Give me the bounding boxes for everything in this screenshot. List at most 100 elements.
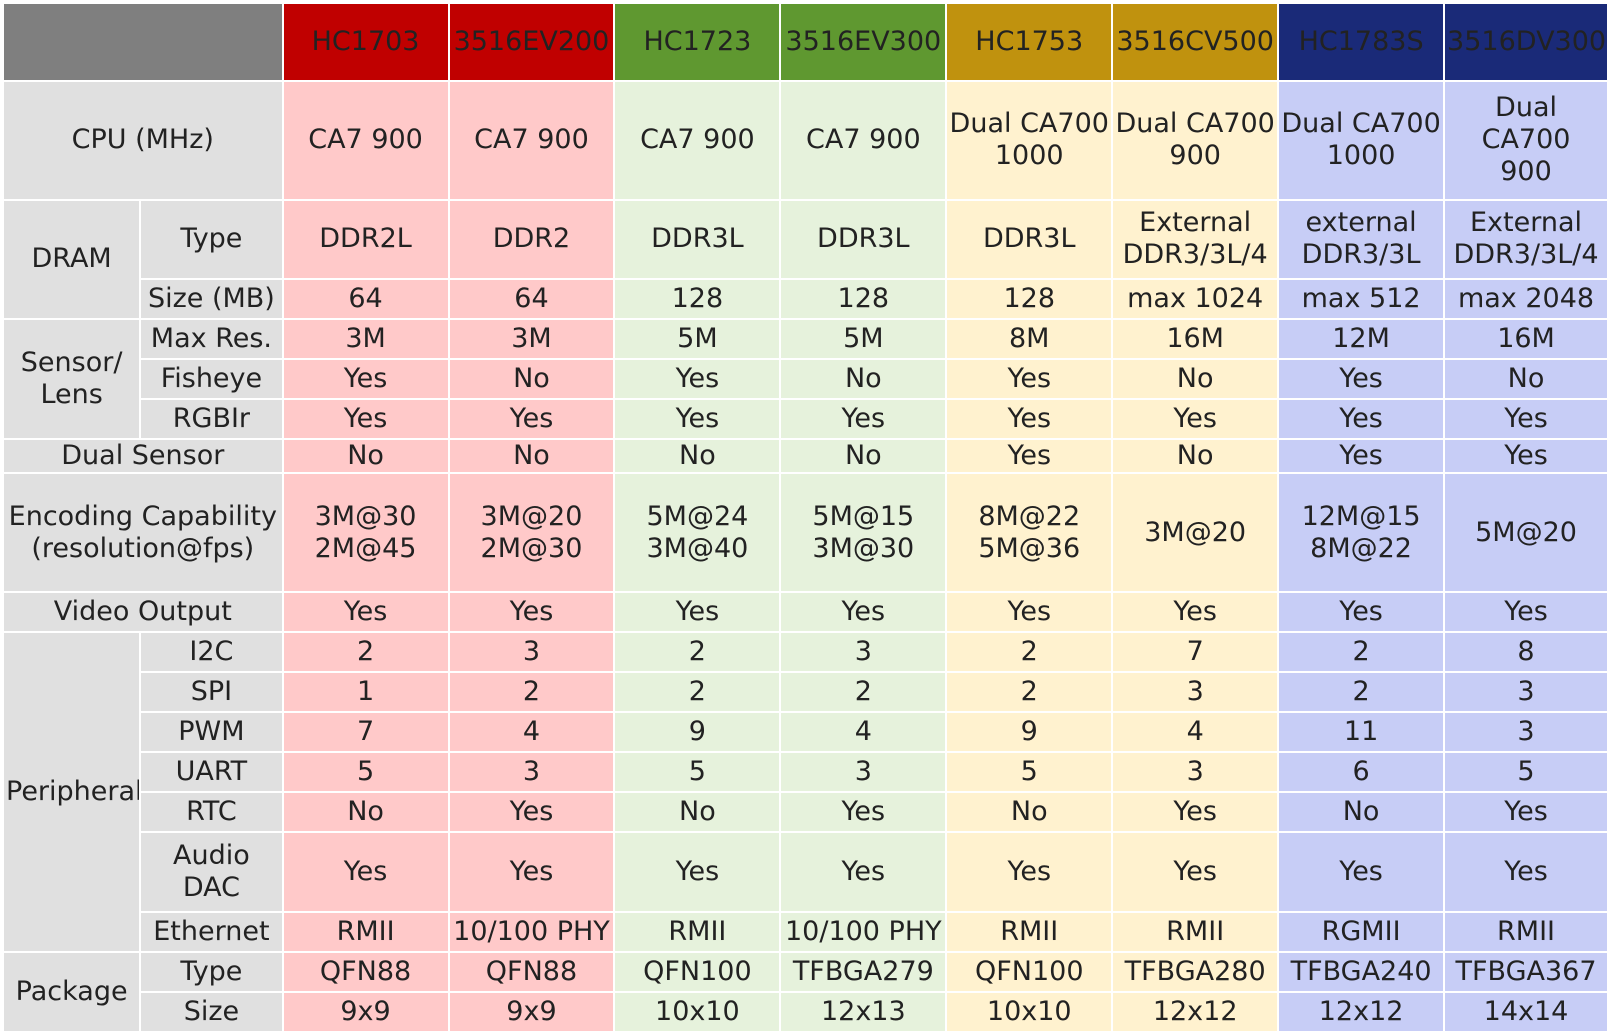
table-row: RGBIr Yes Yes Yes Yes Yes Yes Yes Yes: [3, 397, 1609, 440]
spec-cell: DDR2: [447, 198, 616, 280]
spec-cell: 6: [1277, 751, 1446, 794]
spec-cell: 2: [945, 631, 1114, 674]
spec-cell: 5: [613, 751, 782, 794]
table-row: UART 5 3 5 3 5 3 6 5: [3, 751, 1609, 794]
row-sub-label: Type: [139, 198, 284, 280]
spec-cell: No: [945, 791, 1114, 834]
spec-cell: Yes: [1277, 357, 1446, 400]
spec-cell: 11: [1277, 711, 1446, 754]
spec-cell: 12M: [1277, 317, 1446, 360]
column-header: 3516EV300: [779, 2, 948, 82]
spec-cell: TFBGA240: [1277, 950, 1446, 993]
spec-cell: No: [281, 437, 450, 475]
spec-cell: Yes: [1443, 831, 1609, 913]
table-row: Audio DAC Yes Yes Yes Yes Yes Yes Yes Yes: [3, 831, 1609, 913]
row-sub-label: Size: [139, 990, 284, 1034]
spec-cell: 2: [1277, 631, 1446, 674]
spec-cell: 3: [779, 631, 948, 674]
spec-cell: 5: [1443, 751, 1609, 794]
spec-cell: 1: [281, 671, 450, 714]
spec-cell: Yes: [1443, 437, 1609, 475]
spec-cell: 2: [447, 671, 616, 714]
row-sub-label: PWM: [139, 711, 284, 754]
spec-cell: RMII: [1443, 910, 1609, 953]
spec-cell: Yes: [447, 397, 616, 440]
spec-cell: 3: [1443, 711, 1609, 754]
column-header: HC1783S: [1277, 2, 1446, 82]
row-group-label: Sensor/ Lens: [1, 317, 142, 440]
table-row: RTC No Yes No Yes No Yes No Yes: [3, 791, 1609, 834]
column-header: HC1723: [613, 2, 782, 82]
spec-cell: Yes: [779, 397, 948, 440]
row-group-label: Video Output: [2, 591, 284, 634]
column-header: 3516CV500: [1111, 2, 1280, 82]
spec-cell: 5: [281, 751, 450, 794]
spec-cell: Yes: [447, 591, 616, 634]
spec-cell: Yes: [1277, 437, 1446, 475]
spec-cell: Yes: [447, 831, 616, 913]
spec-cell: Yes: [1443, 791, 1609, 834]
spec-cell: No: [779, 357, 948, 400]
spec-cell: 12x12: [1111, 990, 1280, 1034]
spec-cell: 5M: [779, 317, 948, 360]
spec-cell: Yes: [1277, 831, 1446, 913]
spec-cell: Yes: [779, 791, 948, 834]
spec-cell: Dual CA700 900: [1443, 80, 1609, 201]
table-row: PWM 7 4 9 4 9 4 11 3: [3, 711, 1609, 754]
spec-cell: No: [1111, 357, 1280, 400]
spec-cell: 5M: [613, 317, 782, 360]
table-row: CPU (MHz) CA7 900 CA7 900 CA7 900 CA7 900 Dua…: [2, 80, 1609, 201]
row-sub-label: UART: [139, 751, 284, 794]
spec-cell: RGMII: [1277, 910, 1446, 953]
spec-cell: Yes: [281, 591, 450, 634]
spec-cell: 12x13: [779, 990, 948, 1034]
spec-cell: 128: [779, 277, 948, 320]
spec-cell: 3M@20 2M@30: [447, 472, 616, 594]
spec-cell: RMII: [613, 910, 782, 953]
spec-cell: External DDR3/3L/4: [1111, 198, 1280, 280]
spec-cell: Dual CA700 900: [1111, 80, 1280, 201]
table-row: Package Type QFN88 QFN88 QFN100 TFBGA279 QFN10…: [1, 950, 1609, 1034]
spec-cell: 12M@15 8M@22: [1277, 472, 1446, 594]
spec-cell: 3: [1111, 751, 1280, 794]
row-group-label: DRAM: [1, 198, 142, 320]
column-header: HC1753: [945, 2, 1114, 82]
spec-cell: 9x9: [281, 990, 450, 1034]
spec-cell: 2: [779, 671, 948, 714]
spec-cell: Yes: [779, 831, 948, 913]
spec-cell: 3M: [447, 317, 616, 360]
row-sub-label: Max Res.: [139, 317, 284, 360]
row-sub-label: Ethernet: [139, 910, 284, 953]
spec-cell: 2: [613, 631, 782, 674]
table-row: Sensor/ Lens Max Res. 3M 3M 5M 5M 8M 16M 12M 16M: [1, 317, 1609, 440]
row-group-label: Peripheral: [1, 631, 142, 953]
spec-cell: 8M: [945, 317, 1114, 360]
spec-cell: QFN88: [447, 950, 616, 993]
spec-cell: max 2048: [1443, 277, 1609, 320]
spec-cell: CA7 900: [779, 80, 948, 201]
spec-cell: 5M@15 3M@30: [779, 472, 948, 594]
spec-cell: Yes: [447, 791, 616, 834]
spec-cell: 8: [1443, 631, 1609, 674]
row-group-label: Encoding Capability (resolution@fps): [2, 472, 284, 594]
spec-cell: Yes: [281, 357, 450, 400]
spec-cell: 16M: [1111, 317, 1280, 360]
spec-cell: 2: [945, 671, 1114, 714]
spec-cell: 2: [1277, 671, 1446, 714]
spec-cell: No: [281, 791, 450, 834]
row-sub-label: Size (MB): [139, 277, 284, 320]
spec-cell: 5: [945, 751, 1114, 794]
spec-cell: 4: [447, 711, 616, 754]
spec-cell: Yes: [1277, 591, 1446, 634]
row-sub-label: Audio DAC: [139, 831, 284, 913]
spec-cell: Yes: [1443, 397, 1609, 440]
table-row: Fisheye Yes No Yes No Yes No Yes No: [3, 357, 1609, 400]
spec-cell: 10x10: [613, 990, 782, 1034]
spec-cell: RMII: [281, 910, 450, 953]
spec-cell: Yes: [1443, 591, 1609, 634]
spec-cell: 5M@20: [1443, 472, 1609, 594]
table-row: Peripheral I2C 2 3 2 3 2 7 2 8: [1, 631, 1609, 953]
spec-cell: Yes: [945, 397, 1114, 440]
spec-cell: max 512: [1277, 277, 1446, 320]
